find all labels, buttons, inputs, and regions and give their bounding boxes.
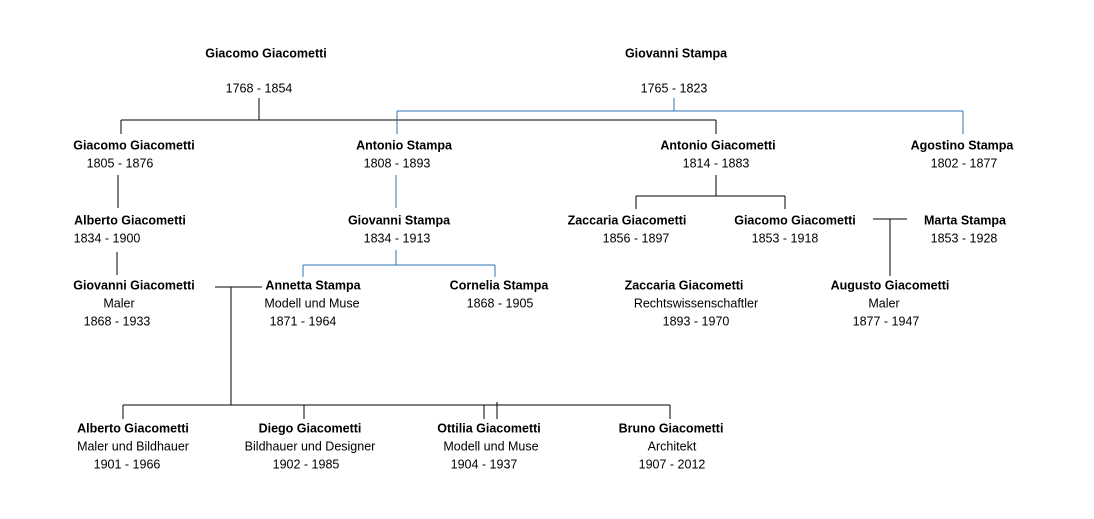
person-role: Bildhauer und Designer: [245, 439, 376, 453]
person-years: 1853 - 1928: [931, 231, 998, 245]
person-role: Maler und Bildhauer: [77, 439, 189, 453]
connectors: [116, 98, 964, 419]
person-name: Giacomo Giacometti: [734, 213, 856, 227]
person-role: Rechtswissenschaftler: [634, 296, 758, 310]
person-years: 1901 - 1966: [94, 457, 161, 471]
person-name: Annetta Stampa: [265, 278, 361, 292]
person-name: Alberto Giacometti: [74, 213, 186, 227]
person-name: Alberto Giacometti: [77, 421, 189, 435]
person-years: 1805 - 1876: [87, 156, 154, 170]
person-years: 1904 - 1937: [451, 457, 518, 471]
person-years: 1802 - 1877: [931, 156, 998, 170]
person-name: Giacomo Giacometti: [205, 46, 327, 60]
person-years: 1834 - 1900: [74, 231, 141, 245]
person-years: 1768 - 1854: [226, 81, 293, 95]
person-years: 1871 - 1964: [270, 314, 337, 328]
person-name: Augusto Giacometti: [831, 278, 950, 292]
person-years: 1893 - 1970: [663, 314, 730, 328]
person-role: Maler: [868, 296, 899, 310]
person-name: Giovanni Stampa: [348, 213, 451, 227]
person-name: Cornelia Stampa: [450, 278, 550, 292]
person-years: 1834 - 1913: [364, 231, 431, 245]
person-name: Agostino Stampa: [911, 138, 1015, 152]
person-name: Antonio Giacometti: [660, 138, 775, 152]
person-role: Modell und Muse: [443, 439, 538, 453]
person-role: Architekt: [648, 439, 697, 453]
person-name: Giovanni Stampa: [625, 46, 728, 60]
person-role: Maler: [103, 296, 134, 310]
person-years: 1877 - 1947: [853, 314, 920, 328]
person-name: Bruno Giacometti: [619, 421, 724, 435]
person-name: Marta Stampa: [924, 213, 1007, 227]
person-years: 1868 - 1905: [467, 296, 534, 310]
person-name: Zaccaria Giacometti: [625, 278, 744, 292]
person-role: Modell und Muse: [264, 296, 359, 310]
person-years: 1853 - 1918: [752, 231, 819, 245]
person-name: Giovanni Giacometti: [73, 278, 195, 292]
person-name: Giacomo Giacometti: [73, 138, 195, 152]
person-name: Ottilia Giacometti: [437, 421, 541, 435]
person-name: Diego Giacometti: [259, 421, 362, 435]
person-years: 1808 - 1893: [364, 156, 431, 170]
person-name: Zaccaria Giacometti: [568, 213, 687, 227]
person-name: Antonio Stampa: [356, 138, 453, 152]
person-years: 1765 - 1823: [641, 81, 708, 95]
person-years: 1814 - 1883: [683, 156, 750, 170]
person-years: 1856 - 1897: [603, 231, 670, 245]
person-years: 1902 - 1985: [273, 457, 340, 471]
person-years: 1868 - 1933: [84, 314, 151, 328]
person-years: 1907 - 2012: [639, 457, 706, 471]
